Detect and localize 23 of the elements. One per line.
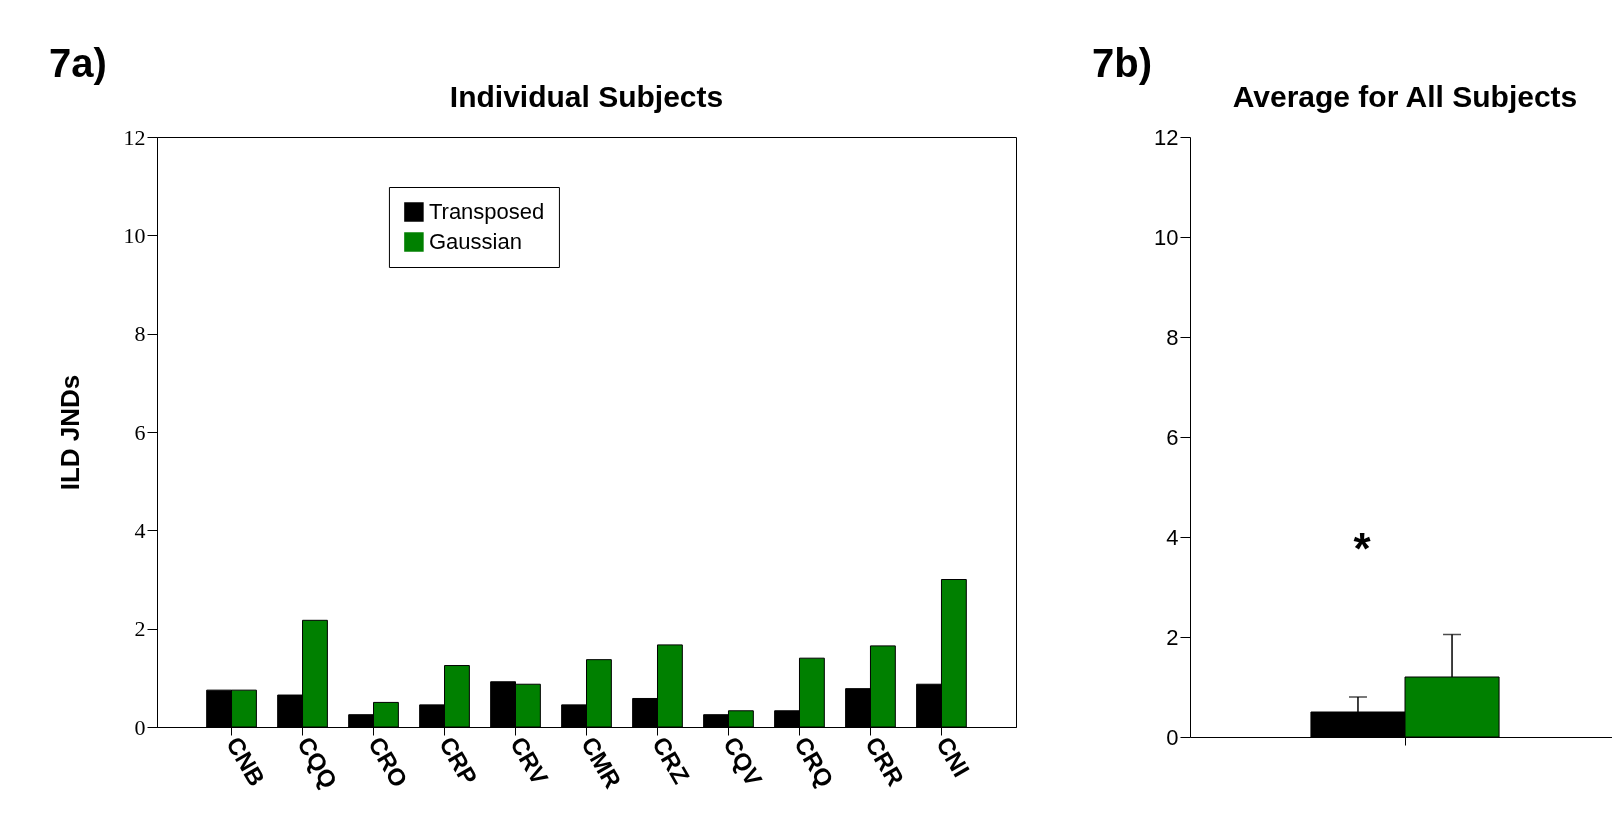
chart-title: Individual Subjects xyxy=(449,80,724,113)
y-tick-label: 4 xyxy=(1166,524,1179,550)
y-tick-label: 4 xyxy=(134,517,146,543)
y-tick-label: 2 xyxy=(134,616,146,642)
legend-label: Gaussian xyxy=(428,229,522,254)
y-tick-label: 8 xyxy=(1166,324,1179,350)
y-tick-label: 10 xyxy=(1154,224,1179,250)
y-tick-label: 12 xyxy=(1154,124,1179,150)
y-tick-label: 10 xyxy=(123,222,146,248)
y-tick-label: 8 xyxy=(134,321,146,347)
y-axis-title: ILD JNDs xyxy=(54,374,85,491)
text: 7b) xyxy=(1092,41,1152,85)
y-tick-label: 0 xyxy=(1166,724,1179,750)
y-tick-label: 2 xyxy=(1166,624,1179,650)
text: 7a) xyxy=(49,41,107,85)
y-tick-label: 6 xyxy=(134,419,146,445)
x-tick-label: CNI xyxy=(931,732,976,782)
y-tick-label: 6 xyxy=(1166,424,1179,450)
legend-label: Transposed xyxy=(428,199,545,224)
chart-title: Average for All Subjects xyxy=(1232,80,1578,113)
annotation: * xyxy=(1353,524,1372,573)
y-tick-label: 0 xyxy=(134,714,146,740)
y-tick-label: 12 xyxy=(123,124,146,150)
